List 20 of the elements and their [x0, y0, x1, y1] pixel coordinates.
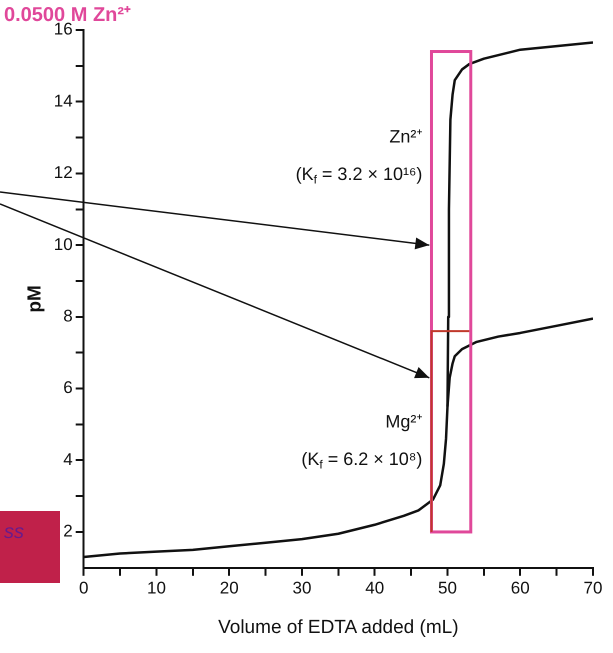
y-tick-label: 6 [63, 378, 73, 398]
x-tick-label: 70 [584, 578, 602, 598]
x-tick-label: 50 [438, 578, 457, 598]
y-tick-label: 2 [63, 522, 73, 541]
x-tick-label: 0 [78, 578, 88, 598]
y-tick-label: 8 [63, 306, 73, 326]
y-axis-title: pM [24, 285, 46, 313]
x-tick-label: 10 [147, 578, 166, 598]
annotation: Mg²⁺ [385, 412, 422, 432]
y-tick-label: 14 [54, 91, 73, 110]
text: ss [0, 511, 60, 583]
annotation: Zn²⁺ [389, 126, 422, 147]
x-tick-label: 20 [220, 578, 239, 598]
y-tick-label: 10 [54, 234, 73, 254]
y-tick-label: 4 [63, 450, 73, 469]
x-axis-title: Volume of EDTA added (mL) [218, 616, 459, 638]
x-tick-label: 60 [510, 578, 530, 598]
x-tick-label: 40 [365, 578, 384, 598]
x-tick-label: 30 [292, 578, 312, 598]
y-tick-label: 12 [54, 163, 73, 182]
